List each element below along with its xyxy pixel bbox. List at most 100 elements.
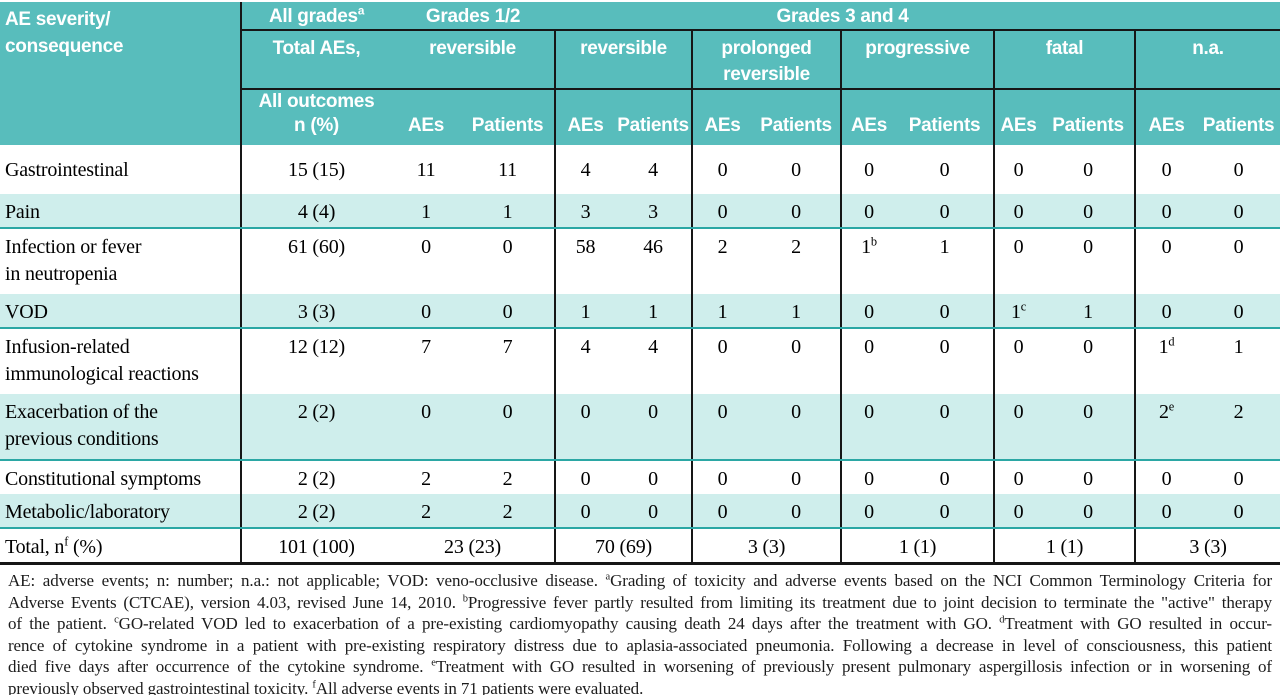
data-cell: 0	[1042, 394, 1136, 461]
data-cell: 0	[1083, 468, 1093, 490]
header-outcome-progressive: progressive	[840, 30, 995, 90]
data-cell: 61 (60)	[240, 228, 391, 294]
table-header: AE severity/consequence All gradesa Grad…	[0, 2, 1280, 145]
data-cell: 0	[1197, 294, 1280, 329]
data-cell: 0	[554, 494, 616, 529]
data-cell: 0	[1134, 194, 1198, 229]
data-cell: 2	[1197, 394, 1280, 461]
adverse-events-table: AE severity/consequence All gradesa Grad…	[0, 2, 1280, 565]
data-cell: 46	[643, 236, 663, 258]
data-cell: 0	[993, 460, 1043, 494]
header-patients: Patients	[615, 89, 693, 145]
data-cell: 0	[502, 236, 513, 258]
header-patients: Patients	[1042, 89, 1136, 145]
data-cell: 0	[752, 394, 842, 461]
data-cell: 0	[1083, 236, 1093, 258]
data-cell: 0	[1134, 228, 1198, 294]
header-row-2: Total AEs, reversible reversible prolong…	[0, 30, 1280, 90]
header-grades-1-2: Grades 1/2	[391, 2, 556, 31]
footnote-line: died five days after occurrence of the c…	[8, 657, 1272, 676]
data-cell: 0	[421, 236, 431, 258]
table-row: Metabolic/laboratory 2 (2) 2 2 0 0 0 0 0 0 0 0 0 0	[0, 494, 1280, 529]
data-cell: 0	[993, 494, 1043, 529]
data-cell: 3 (3)	[240, 294, 391, 329]
table-body: Gastrointestinal 15 (15) 11 11 4 4 0 0 0 0 0 0 0 0 Pai…	[0, 145, 1280, 565]
data-cell: 2	[461, 494, 556, 529]
total-cell: 1 (1)	[840, 528, 995, 565]
table-row: Exacerbation of the previous conditions 2 …	[0, 394, 1280, 461]
header-aes: AEs	[391, 89, 461, 145]
table-row: Gastrointestinal 15 (15) 11 11 4 4 0 0 0 0 0 0 0 0	[0, 145, 1280, 194]
total-cell: 3 (3)	[691, 528, 842, 565]
data-cell: 0	[1233, 236, 1244, 258]
data-cell: 15 (15)	[240, 145, 391, 194]
data-cell: 7	[502, 336, 513, 358]
header-aes: AEs	[691, 89, 753, 145]
table-row: Constitutional symptoms 2 (2) 2 2 0 0 0 0 0 0 0 0 0 0	[0, 460, 1280, 494]
header-outcome-fatal: fatal	[993, 30, 1136, 90]
data-cell: 0	[791, 336, 801, 358]
total-cell: 23 (23)	[391, 528, 556, 565]
data-cell: 0	[1083, 159, 1093, 181]
data-cell: 3	[615, 194, 693, 229]
row-label: Metabolic/laboratory	[0, 494, 241, 529]
data-cell: 2	[421, 468, 431, 490]
data-cell: 0	[554, 460, 616, 494]
data-cell: 0	[752, 194, 842, 229]
header-patients: Patients	[752, 89, 842, 145]
data-cell: 0	[1134, 494, 1198, 529]
data-cell: 0	[1233, 159, 1244, 181]
data-cell: 1	[615, 294, 693, 329]
header-aes: AEs	[993, 89, 1043, 145]
data-cell: 0	[752, 494, 842, 529]
data-cell: 1	[752, 294, 842, 329]
data-cell: 3	[554, 194, 616, 229]
data-cell: 0	[993, 328, 1043, 394]
data-cell: 0	[691, 460, 753, 494]
data-cell: 0	[1134, 460, 1198, 494]
data-cell: 2 (2)	[240, 494, 391, 529]
total-cell: 101 (100)	[240, 528, 391, 565]
data-cell: 11	[416, 159, 436, 181]
header-ae-severity-consequence: AE severity/consequence	[0, 2, 241, 145]
data-cell: 0	[840, 394, 897, 461]
data-cell: 7	[421, 336, 431, 358]
table-row: Infusion-related immunological reactions 1…	[0, 328, 1280, 394]
data-cell: 0	[993, 228, 1043, 294]
data-cell: 1	[554, 294, 616, 329]
data-cell: 0	[1197, 494, 1280, 529]
header-patients: Patients	[1197, 89, 1280, 145]
total-row-label: Total, nf (%)	[0, 528, 241, 565]
total-cell: 3 (3)	[1134, 528, 1280, 565]
data-cell: 2e	[1134, 394, 1198, 461]
data-cell: 0	[896, 394, 995, 461]
row-label: VOD	[0, 294, 241, 329]
header-aes: AEs	[840, 89, 897, 145]
data-cell: 0	[691, 145, 753, 194]
row-label: Infection or fever in neutropenia	[5, 236, 142, 285]
data-cell: 0	[791, 468, 801, 490]
data-cell: 0	[939, 468, 950, 490]
header-row-3: All outcomes n (%) AEs Patients AEs Patie…	[0, 89, 1280, 145]
footnote-line: rence of cytokine syndrome in a patient …	[8, 635, 1272, 655]
data-cell: 2	[391, 494, 461, 529]
header-aes: AEs	[554, 89, 616, 145]
data-cell: 4	[554, 328, 616, 394]
data-cell: 1c	[993, 294, 1043, 329]
data-cell: 0	[461, 394, 556, 461]
header-grades-3-4: Grades 3 and 4	[555, 2, 1280, 31]
header-outcome-prolonged-reversible: prolonged reversible	[691, 30, 842, 90]
total-row: Total, nf (%) 101 (100) 23 (23) 70 (69) 3 (3…	[0, 528, 1280, 565]
data-cell: 1	[939, 236, 950, 258]
header-all-grades: All gradesa	[240, 2, 391, 31]
footnote-line: of the patient. cGO-related VOD led to e…	[8, 614, 1272, 633]
data-cell: 12 (12)	[240, 328, 391, 394]
table-row: VOD 3 (3) 0 0 1 1 1 1 0 0 1c 1 0 0	[0, 294, 1280, 329]
data-cell: 4	[648, 336, 658, 358]
table-row: Pain 4 (4) 1 1 3 3 0 0 0 0 0 0 0 0	[0, 194, 1280, 229]
footnote-line: AE: adverse events; n: number; n.a.: not…	[8, 571, 1273, 590]
data-cell: 1d	[1134, 328, 1198, 394]
row-label: Exacerbation of the previous conditions	[0, 394, 241, 461]
footnote-line: Adverse Events (CTCAE), version 4.03, re…	[8, 592, 1272, 612]
data-cell: 0	[993, 394, 1043, 461]
